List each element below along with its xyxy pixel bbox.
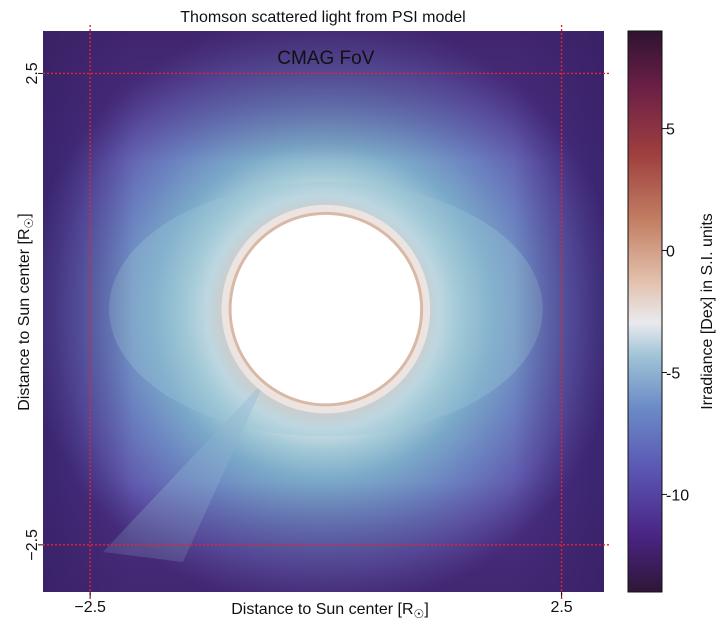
- y-axis-label: Distance to Sun center [R☉]: [16, 213, 36, 411]
- colorbar-gradient: [627, 30, 663, 593]
- edge-shade-top: [43, 31, 604, 161]
- x-axis-label: Distance to Sun center [R☉]: [231, 601, 429, 620]
- colorbar-tick-label-2: -5: [666, 365, 680, 382]
- chart-title: Thomson scattered light from PSI model: [180, 9, 465, 26]
- colorbar-tick-label-0: 5: [666, 122, 675, 139]
- edge-shade-bottom: [43, 482, 604, 592]
- colorbar-tick-label-1: 0: [666, 244, 675, 261]
- x-tick-label-0: −2.5: [74, 599, 106, 616]
- colorbar: 5 0 -5 -10 Irradiance [Dex] in S.I. units: [627, 30, 716, 593]
- x-axis: −2.5 2.5: [74, 592, 573, 616]
- fov-box: [43, 25, 610, 600]
- occulter-disk: [231, 214, 421, 404]
- annotation-0: CMAG FoV: [277, 48, 374, 69]
- x-axis-label-bracket: ]: [424, 601, 428, 618]
- y-tick-label-1: 2.5: [24, 62, 41, 84]
- heatmap-image: [43, 31, 604, 592]
- x-tick-label-1: 2.5: [550, 599, 572, 616]
- y-axis-label-sun-symbol: ☉: [22, 218, 36, 229]
- x-axis-label-text: Distance to Sun center [R: [231, 601, 413, 618]
- plot-area: CMAG FoV: [43, 31, 604, 592]
- colorbar-tick-label-3: -10: [666, 487, 689, 504]
- y-tick-label-0: −2.5: [24, 529, 41, 561]
- y-axis-label-bracket: ]: [16, 213, 33, 217]
- y-axis-label-text: Distance to Sun center [R: [16, 228, 33, 410]
- x-axis-label-sun-symbol: ☉: [414, 607, 425, 620]
- colorbar-label: Irradiance [Dex] in S.I. units: [699, 213, 716, 410]
- y-axis: −2.5 2.5: [24, 62, 43, 561]
